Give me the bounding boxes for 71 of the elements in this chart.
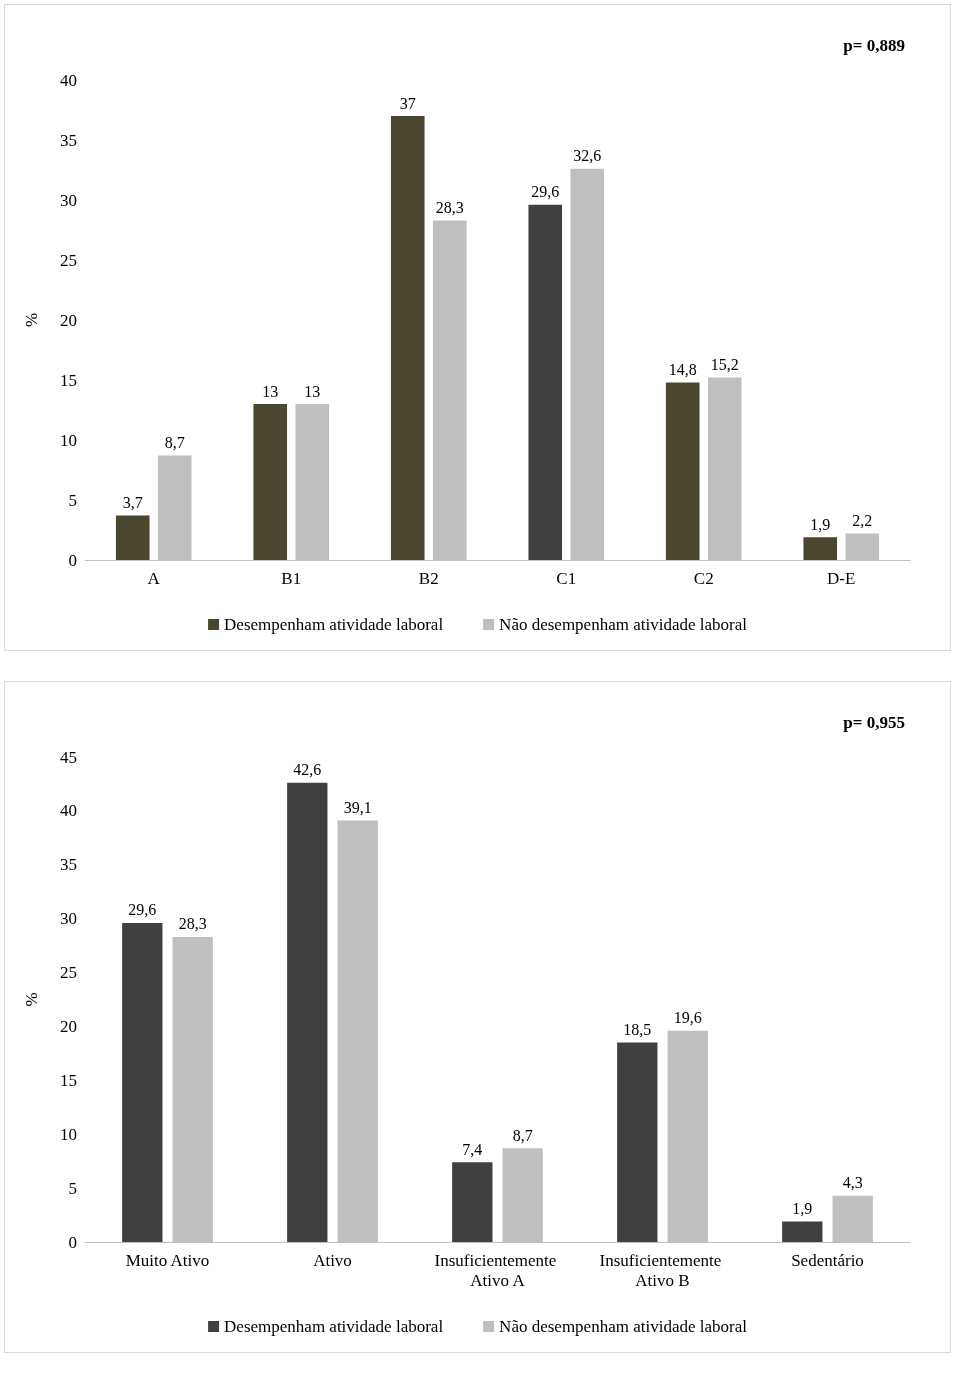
data-label: 39,1 [343,799,372,817]
legend-label: Não desempenham atividade laboral [499,1317,748,1336]
bar [253,404,288,560]
legend-label: Não desempenham atividade laboral [499,615,748,634]
bar [122,922,163,1242]
data-label: 1,9 [792,1200,813,1218]
data-label: 37 [399,94,416,112]
y-tick-label: 10 [60,430,77,450]
x-tick-label: B2 [418,568,439,588]
x-tick-label: Ativo [313,1250,352,1270]
y-tick-label: 40 [60,70,77,90]
y-axis-title: % [22,992,41,1007]
bar [803,537,838,560]
x-tick-label: Insuficientemente Ativo B [599,1250,726,1290]
bar [390,116,425,560]
y-tick-label: 45 [60,747,77,767]
y-tick-label: 5 [68,1178,77,1198]
data-label: 15,2 [710,356,739,374]
y-tick-label: 35 [60,855,77,875]
y-tick-label: 35 [60,130,77,150]
data-label: 1,9 [810,515,831,533]
data-label: 8,7 [164,434,185,452]
y-tick-label: 25 [60,250,77,270]
y-tick-label: 10 [60,1124,77,1144]
x-tick-label: B1 [281,568,302,588]
x-tick-label: C1 [556,568,577,588]
data-label: 28,3 [435,198,464,216]
y-axis-title: % [22,312,41,328]
legend-label: Desempenham atividade laboral [224,1317,444,1336]
text: p= 0,955 [843,713,906,732]
bar [115,515,150,560]
y-tick-label: 25 [60,963,77,983]
x-tick-label: Insuficientemente Ativo A [434,1250,561,1290]
y-tick-label: 5 [68,490,77,510]
x-tick-label: Muito Ativo [125,1250,210,1270]
y-tick-label: 15 [60,370,77,390]
y-tick-label: 20 [60,1016,77,1036]
bar [617,1042,658,1242]
data-label: 7,4 [462,1140,483,1158]
legend-label: Desempenham atividade laboral [224,615,444,634]
bar [782,1221,823,1242]
data-label: 28,3 [178,915,207,933]
y-tick-label: 30 [60,190,77,210]
data-label: 8,7 [512,1126,533,1144]
data-label: 19,6 [673,1009,702,1027]
bar [528,204,563,560]
data-label: 32,6 [573,147,602,165]
y-tick-label: 15 [60,1070,77,1090]
x-tick-label: Sedentário [791,1250,864,1270]
data-label: 29,6 [531,183,560,201]
data-label: 3,7 [122,494,143,512]
text: p= 0,889 [843,36,906,55]
data-label: 13 [262,382,279,400]
y-tick-label: 0 [68,1232,77,1252]
data-label: 13 [304,382,321,400]
y-tick-label: 30 [60,909,77,929]
y-tick-label: 0 [68,550,77,570]
bar [452,1162,493,1242]
data-label: 14,8 [668,360,697,378]
y-tick-label: 20 [60,310,77,330]
data-label: 18,5 [623,1021,652,1039]
x-tick-label: D-E [827,568,856,588]
data-label: 2,2 [852,512,873,530]
x-tick-label: C2 [693,568,714,588]
data-label: 42,6 [293,761,322,779]
data-label: 29,6 [128,901,157,919]
x-tick-label: A [147,568,161,588]
bar [665,382,700,560]
y-tick-label: 40 [60,801,77,821]
bar [287,782,328,1242]
data-label: 4,3 [842,1174,863,1192]
